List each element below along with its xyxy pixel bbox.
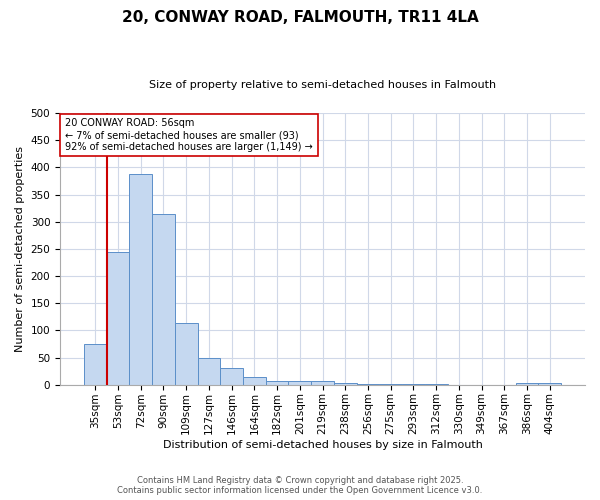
Text: 20, CONWAY ROAD, FALMOUTH, TR11 4LA: 20, CONWAY ROAD, FALMOUTH, TR11 4LA	[122, 10, 478, 25]
Bar	[84, 344, 107, 385]
Bar	[289, 381, 311, 384]
Bar	[311, 382, 334, 384]
Text: 20 CONWAY ROAD: 56sqm
← 7% of semi-detached houses are smaller (93)
92% of semi-: 20 CONWAY ROAD: 56sqm ← 7% of semi-detac…	[65, 118, 313, 152]
Bar	[220, 368, 243, 384]
Bar	[515, 383, 538, 384]
Title: Size of property relative to semi-detached houses in Falmouth: Size of property relative to semi-detach…	[149, 80, 496, 90]
Bar	[130, 174, 152, 384]
Bar	[152, 214, 175, 384]
Bar	[266, 382, 289, 384]
Text: Contains HM Land Registry data © Crown copyright and database right 2025.
Contai: Contains HM Land Registry data © Crown c…	[118, 476, 482, 495]
Bar	[175, 322, 197, 384]
Bar	[538, 382, 561, 384]
Bar	[334, 383, 356, 384]
Bar	[197, 358, 220, 384]
Bar	[107, 252, 130, 384]
Bar	[243, 377, 266, 384]
X-axis label: Distribution of semi-detached houses by size in Falmouth: Distribution of semi-detached houses by …	[163, 440, 482, 450]
Y-axis label: Number of semi-detached properties: Number of semi-detached properties	[15, 146, 25, 352]
